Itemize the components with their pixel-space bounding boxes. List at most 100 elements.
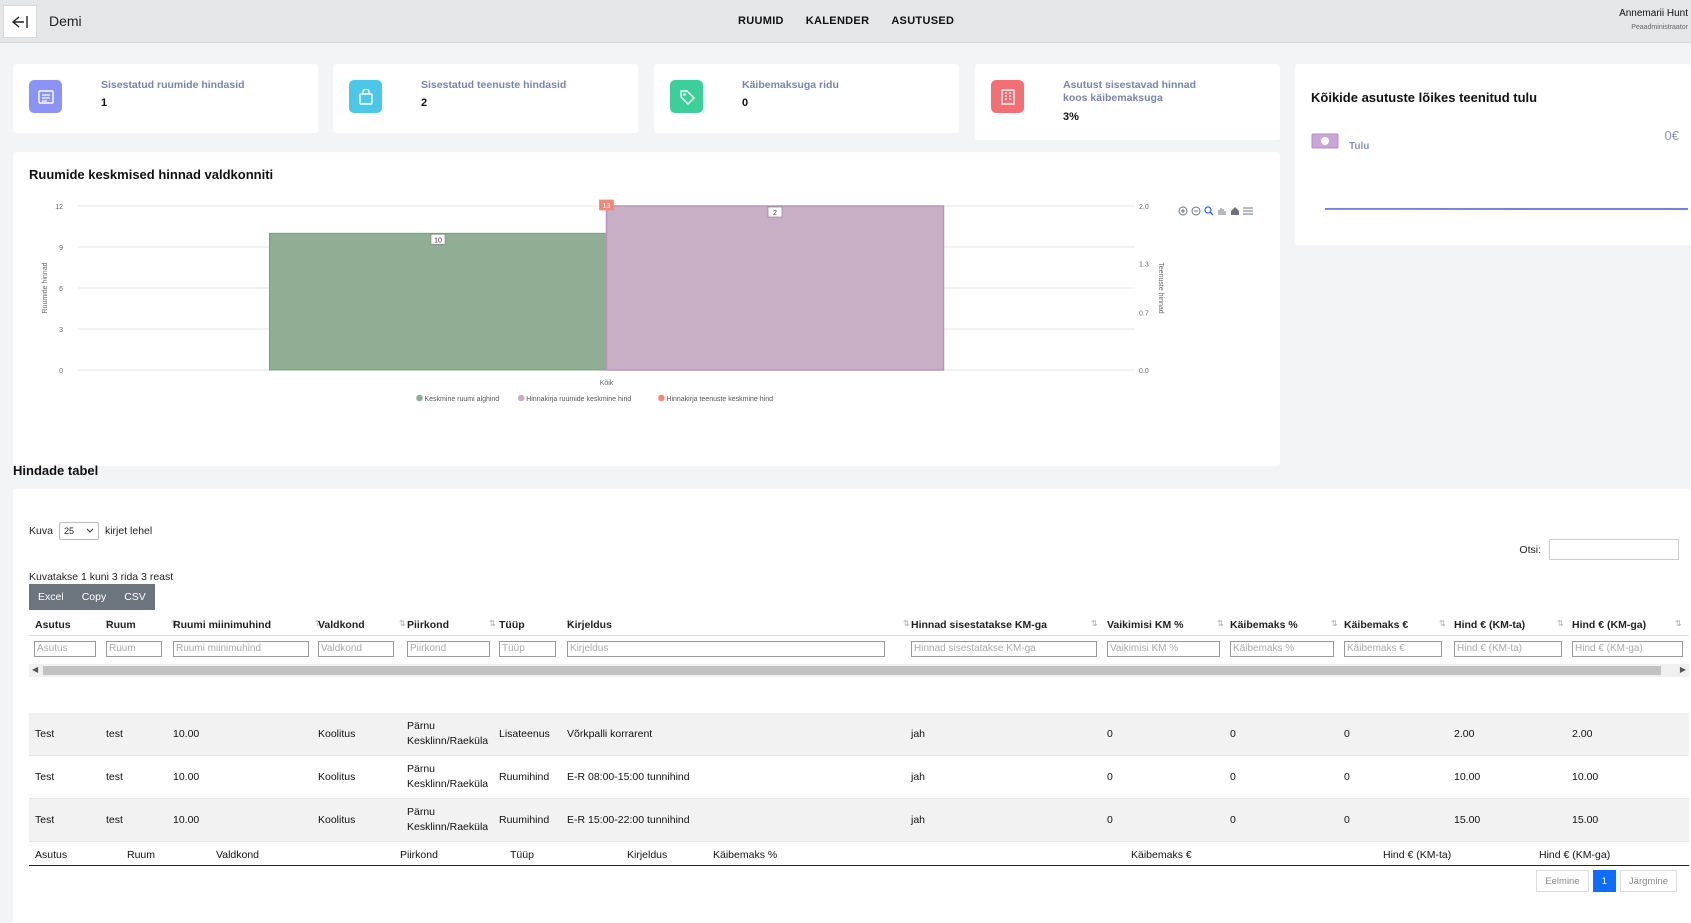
cell-km-input: jah <box>911 771 926 783</box>
table-row[interactable]: Test test 10.00 Koolitus Pärnu Kesklinn/… <box>29 799 1689 842</box>
csv-button[interactable]: CSV <box>115 584 155 610</box>
stat-card-service-prices: Sisestatud teenuste hindasid 2 <box>333 64 638 133</box>
cell-ruum: test <box>106 728 123 740</box>
cell-price-no-vat: 2.00 <box>1454 728 1475 740</box>
column-header[interactable]: Hinnad sisestatakse KM-ga <box>911 619 1047 631</box>
excel-button[interactable]: Excel <box>29 584 73 610</box>
zoom-out-icon[interactable] <box>1191 206 1201 216</box>
income-card: Kõikide asutuste lõikes teenitud tulu Tu… <box>1295 64 1691 245</box>
legend-label: Hinnakirja ruumide keskmine hind <box>526 396 631 403</box>
arrow-left-icon <box>11 15 28 28</box>
cell-kirjeldus: Võrkpalli korrarent <box>567 728 653 740</box>
filter-input[interactable]: Piirkond <box>407 641 490 657</box>
footer-cell: Asutus <box>35 849 68 861</box>
column-header[interactable]: Piirkond <box>407 619 450 631</box>
search-input[interactable] <box>1549 539 1679 560</box>
data-label-box <box>430 233 446 245</box>
nav-ruumid[interactable]: RUUMID <box>738 15 784 27</box>
cell-price-no-vat: 15.00 <box>1454 814 1481 826</box>
chart-card: Ruumide keskmised hinnad valdkonniti 0 3 6… <box>13 152 1280 466</box>
column-header[interactable]: Käibemaks € <box>1344 619 1409 631</box>
filter-input[interactable]: Hind € (KM-ga) <box>1572 641 1683 657</box>
y2-axis-label: Teenuste hinnad <box>1157 262 1164 313</box>
filter-input[interactable]: Ruum <box>106 641 162 657</box>
filter-input[interactable]: Hinnad sisestatakse KM-ga <box>911 641 1097 657</box>
footer-cell: Ruum <box>127 849 156 861</box>
tag-icon <box>670 80 703 113</box>
column-header[interactable]: Asutus <box>35 619 71 631</box>
column-header[interactable]: Tüüp <box>499 619 525 631</box>
menu-icon[interactable] <box>1243 207 1253 215</box>
column-header[interactable]: Kirjeldus <box>567 619 612 631</box>
table-footer: Asutus Ruum Valdkond Piirkond Tüüp Kirje… <box>29 846 1689 866</box>
stat-value: 1 <box>101 97 108 109</box>
pan-icon[interactable] <box>1218 208 1226 215</box>
filter-input[interactable]: Valdkond <box>318 641 394 657</box>
cell-vat-eur: 0 <box>1344 771 1350 783</box>
length-prefix: Kuva <box>29 525 53 537</box>
y2-tick-label: 2.0 <box>1139 204 1149 211</box>
copy-button[interactable]: Copy <box>72 584 116 610</box>
sort-icon: ⇅ <box>315 619 322 628</box>
next-page-button[interactable]: Järgmine <box>1619 870 1677 892</box>
user-name[interactable]: Annemarii Hunt <box>1619 8 1688 19</box>
column-header[interactable]: Valdkond <box>318 619 365 631</box>
cell-min-price: 10.00 <box>173 814 200 826</box>
filter-input[interactable]: Asutus <box>34 641 96 657</box>
x-tick-label: Kõik <box>600 380 614 387</box>
y-tick-label: 6 <box>59 286 63 293</box>
data-label: 10 <box>434 237 442 244</box>
data-label: 13 <box>603 203 611 210</box>
zoom-select-icon[interactable] <box>1204 206 1214 216</box>
list-icon <box>29 80 62 113</box>
page-length-value: 25 <box>63 526 74 536</box>
nav-asutused[interactable]: ASUTUSED <box>891 15 955 27</box>
page-button[interactable]: 1 <box>1592 870 1616 892</box>
zoom-in-icon[interactable] <box>1178 206 1188 216</box>
filter-input[interactable]: Hind € (KM-ta) <box>1454 641 1562 657</box>
sort-icon: ⇅ <box>489 619 496 628</box>
sort-icon: ⇅ <box>903 619 910 628</box>
filter-input[interactable]: Käibemaks % <box>1230 641 1334 657</box>
cell-km-input: jah <box>911 814 926 826</box>
back-button[interactable] <box>3 5 37 38</box>
column-header[interactable]: Ruum <box>106 619 136 631</box>
stat-card-room-prices: Sisestatud ruumide hindasid 1 <box>13 64 318 133</box>
cell-price-vat: 2.00 <box>1572 728 1593 740</box>
filter-input[interactable]: Käibemaks € <box>1344 641 1442 657</box>
filter-input[interactable]: Ruumi miinimuhind <box>173 641 309 657</box>
filter-input[interactable]: Tüüp <box>499 641 556 657</box>
footer-cell: Käibemaks % <box>713 849 778 861</box>
filter-input[interactable]: Vaikimisi KM % <box>1107 641 1220 657</box>
footer-cell: Piirkond <box>400 849 438 861</box>
nav-kalender[interactable]: KALENDER <box>805 15 870 27</box>
table-row[interactable]: Test test 10.00 Koolitus Pärnu Kesklinn/… <box>29 756 1689 799</box>
page-length-select[interactable]: 25 <box>58 522 99 540</box>
table-row[interactable]: Test test 10.00 Koolitus Pärnu Kesklinn/… <box>29 713 1689 756</box>
bar <box>269 232 607 371</box>
cell-price-no-vat: 10.00 <box>1454 771 1481 783</box>
legend-marker <box>517 394 525 402</box>
y-tick-label: 9 <box>59 245 63 252</box>
filter-input[interactable]: Kirjeldus <box>567 641 885 657</box>
column-header[interactable]: Käibemaks % <box>1230 619 1298 631</box>
cell-ruum: test <box>106 771 123 783</box>
cell-valdkond: Koolitus <box>318 771 356 783</box>
sort-icon: ⇅ <box>566 619 573 628</box>
footer-cell: Hind € (KM-ga) <box>1539 849 1611 861</box>
column-header[interactable]: Hind € (KM-ga) <box>1572 619 1647 631</box>
scroll-left-icon[interactable]: ◀ <box>32 665 39 674</box>
bar-chart: 0 3 6 9 12 0.0 0.7 1.3 2.0 Ruumide hinnad Teenuste… <box>42 199 1253 403</box>
scroll-right-icon[interactable]: ▶ <box>1679 665 1686 674</box>
table-info: Kuvatakse 1 kuni 3 rida 3 reast <box>29 571 174 583</box>
income-sparkline <box>1325 208 1689 210</box>
scrollbar-thumb[interactable] <box>43 666 1661 675</box>
prev-page-button[interactable]: Eelmine <box>1536 870 1589 892</box>
column-header[interactable]: Vaikimisi KM % <box>1107 619 1184 631</box>
column-header[interactable]: Hind € (KM-ta) <box>1454 619 1526 631</box>
column-header[interactable]: Ruumi miinimuhind <box>173 619 271 631</box>
home-icon[interactable] <box>1231 207 1239 215</box>
footer-cell: Tüüp <box>510 849 534 861</box>
horizontal-scrollbar[interactable]: ◀ ▶ <box>29 664 1689 677</box>
cell-vat-eur: 0 <box>1344 728 1350 740</box>
